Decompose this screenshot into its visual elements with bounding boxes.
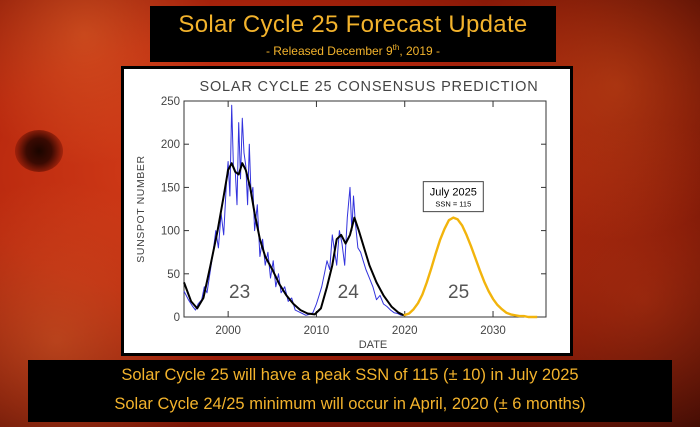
release-date: - Released December 9th, 2019 - <box>150 43 556 58</box>
release-date-pre: - Released December 9 <box>265 44 393 58</box>
x-tick-label: 2030 <box>480 325 506 337</box>
annotation-title: July 2025 <box>430 187 477 199</box>
summary-line-minimum: Solar Cycle 24/25 minimum will occur in … <box>114 395 586 413</box>
cycle-label: 23 <box>229 282 250 303</box>
x-tick-label: 2010 <box>304 325 330 337</box>
annotation-detail: SSN = 115 <box>435 200 471 209</box>
cycle-label: 24 <box>338 282 360 303</box>
release-date-post: , 2019 - <box>399 44 441 58</box>
x-tick-label: 2020 <box>392 325 418 337</box>
release-date-sup: th <box>392 43 400 52</box>
plot-area-frame <box>183 100 547 318</box>
page-title: Solar Cycle 25 Forecast Update <box>178 11 528 38</box>
x-axis-label: DATE <box>359 339 388 351</box>
y-tick-label: 100 <box>161 226 180 238</box>
series-line-monthly <box>183 104 404 316</box>
summary-line-peak: Solar Cycle 25 will have a peak SSN of 1… <box>121 366 579 384</box>
y-tick-label: 250 <box>161 96 180 108</box>
solar-cycle-chart: SOLAR CYCLE 25 CONSENSUS PREDICTION 0 50 10… <box>135 79 547 351</box>
series-line-smoothed <box>183 162 405 317</box>
summary-banner: Solar Cycle 25 will have a peak SSN of 1… <box>28 360 672 422</box>
y-tick-label: 50 <box>167 269 180 281</box>
y-tick-label: 0 <box>174 312 180 324</box>
y-tick-label: 200 <box>161 139 180 151</box>
sunspot <box>15 130 63 172</box>
y-tick-label: 150 <box>161 182 180 194</box>
chart-frame: SOLAR CYCLE 25 CONSENSUS PREDICTION 0 50 10… <box>121 66 573 356</box>
title-banner: Solar Cycle 25 Forecast Update - Release… <box>150 6 556 62</box>
chart-title: SOLAR CYCLE 25 CONSENSUS PREDICTION <box>199 79 538 95</box>
series-line-prediction <box>403 216 538 319</box>
annotation-box <box>422 181 484 213</box>
y-axis-label: SUNSPOT NUMBER <box>135 155 147 262</box>
cycle-label: 25 <box>448 282 469 303</box>
x-tick-label: 2000 <box>215 325 241 337</box>
